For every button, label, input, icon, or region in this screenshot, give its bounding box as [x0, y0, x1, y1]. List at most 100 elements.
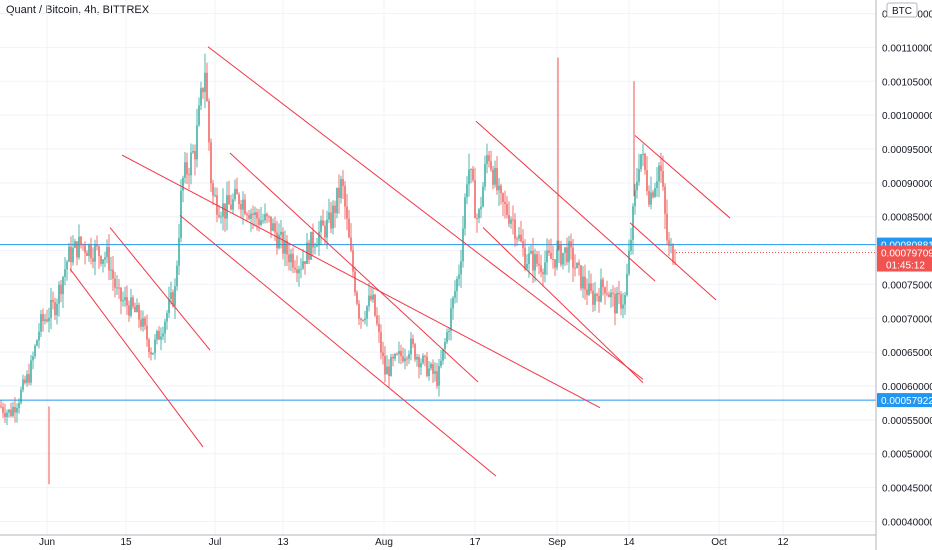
candle-body [192, 151, 194, 153]
candle-body [474, 180, 476, 219]
candle-body [374, 294, 376, 316]
candle-body [96, 244, 98, 247]
level-price-label: 0.00057922 [881, 396, 932, 407]
candle-body [74, 241, 76, 248]
candle-body [94, 244, 96, 262]
candle-body [58, 284, 60, 304]
x-tick-label: Jun [39, 537, 55, 548]
candle-body [612, 292, 614, 294]
candle-body [590, 283, 592, 291]
candle-body [186, 162, 188, 175]
candle-body [650, 192, 652, 205]
candle-body [538, 263, 540, 266]
candle-body [356, 292, 358, 304]
candle-body [498, 185, 500, 191]
candle-body [372, 294, 374, 300]
candle-body [68, 246, 70, 262]
x-tick-label: 13 [277, 537, 289, 548]
candle-body [384, 356, 386, 375]
candle-body [272, 223, 274, 231]
candle-body [48, 317, 50, 322]
candle-body [580, 265, 582, 289]
trend-line [179, 214, 497, 477]
candle-body [380, 332, 382, 353]
candle-body [142, 318, 144, 327]
candle-body [346, 206, 348, 219]
candle-body [140, 319, 142, 327]
candle-body [290, 253, 292, 263]
candle-body [196, 125, 198, 160]
candle-body [202, 88, 204, 93]
candle-body [624, 295, 626, 305]
candle-body [120, 287, 122, 302]
candle-body [500, 185, 502, 194]
candle-body [530, 250, 532, 254]
candle-body [364, 318, 366, 321]
y-tick-label: 0.00075000 [882, 280, 932, 291]
candle-body [588, 283, 590, 295]
x-tick-label: 12 [777, 537, 789, 548]
trend-lines[interactable] [69, 46, 731, 477]
candle-body [4, 412, 6, 417]
candle-body [198, 105, 200, 126]
candle-body [298, 269, 300, 274]
candle-body [668, 240, 670, 246]
candle-body [182, 177, 184, 191]
candle-body [478, 209, 480, 219]
candle-body [34, 345, 36, 357]
candle-body [336, 187, 338, 214]
y-tick-label: 0.00070000 [882, 314, 932, 325]
candle-body [300, 268, 302, 270]
candle-body [234, 188, 236, 200]
candle-body [46, 319, 48, 322]
candle-body [40, 314, 42, 332]
candle-body [308, 242, 310, 260]
candle-body [326, 219, 328, 238]
trend-line [475, 120, 656, 282]
candle-body [408, 354, 410, 359]
candle-body [262, 220, 264, 222]
candle-body [6, 412, 8, 417]
y-tick-label: 0.00085000 [882, 213, 932, 224]
candle-body [206, 72, 208, 101]
candle-body [480, 206, 482, 210]
candle-body [156, 330, 158, 340]
candle-body [568, 241, 570, 263]
candle-body [584, 276, 586, 290]
candle-body [462, 228, 464, 262]
candle-body [636, 181, 638, 191]
x-tick-label: Oct [711, 537, 727, 548]
last-price-value: 0.00079709 [881, 249, 932, 260]
candle-body [338, 187, 340, 199]
candle-body [86, 252, 88, 256]
y-tick-label: 0.00045000 [882, 484, 932, 495]
candle-body [50, 300, 52, 318]
candle-body [634, 190, 636, 207]
candle-body [222, 203, 224, 217]
candle-body [454, 291, 456, 298]
candle-body [36, 340, 38, 346]
candle-body [534, 254, 536, 271]
candle-body [314, 246, 316, 248]
candle-body [416, 356, 418, 360]
candle-body [132, 297, 134, 307]
candle-body [244, 199, 246, 215]
candle-body [510, 219, 512, 224]
candle-body [520, 234, 522, 242]
candle-body [260, 220, 262, 225]
candle-body [320, 220, 322, 232]
y-tick-label: 0.00090000 [882, 179, 932, 190]
x-tick-label: 14 [623, 537, 635, 548]
candle-body [334, 205, 336, 214]
candle-body [318, 231, 320, 246]
candle-body [390, 356, 392, 377]
horizontal-levels[interactable] [0, 244, 876, 401]
candle-body [60, 284, 62, 295]
candle-body [528, 253, 530, 265]
candle-body [606, 293, 608, 295]
candle-body [596, 293, 598, 296]
candle-body [614, 293, 616, 314]
candle-body [66, 261, 68, 270]
candle-body [108, 247, 110, 271]
